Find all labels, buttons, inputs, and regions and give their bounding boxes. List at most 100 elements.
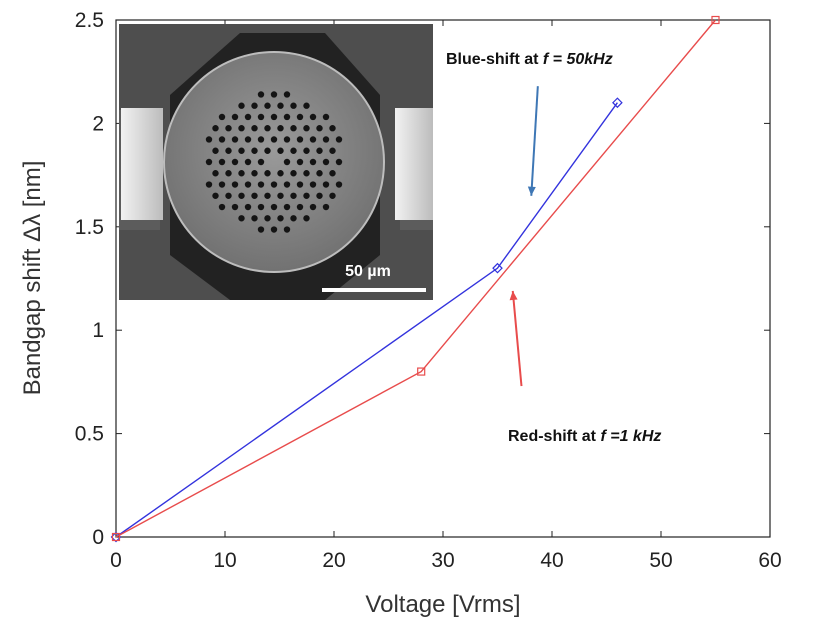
air-hole (231, 181, 239, 188)
air-hole (238, 215, 245, 222)
axes: 0 10 20 30 40 50 60 0 0.5 1 1.5 2 2.5 (75, 9, 782, 572)
air-hole (329, 147, 336, 154)
air-hole (283, 226, 291, 233)
air-hole (231, 203, 239, 211)
air-hole (322, 158, 330, 166)
annotation-arrowhead-0 (527, 186, 536, 196)
air-hole (309, 136, 317, 143)
air-hole (238, 192, 245, 199)
air-hole (218, 203, 226, 211)
air-hole (238, 170, 245, 177)
air-hole (270, 91, 278, 98)
air-hole (244, 113, 252, 121)
air-hole (264, 147, 271, 154)
blue-shift-annotation-prefix: Blue-shift at (446, 51, 543, 68)
air-hole (316, 125, 323, 132)
air-hole (277, 102, 284, 109)
air-hole (335, 181, 343, 188)
air-hole (225, 170, 232, 177)
scale-bar (322, 288, 426, 292)
air-hole (244, 203, 252, 211)
data-point-square (417, 367, 426, 376)
air-hole (283, 113, 291, 121)
air-hole (277, 170, 284, 177)
air-hole (205, 158, 213, 166)
air-hole (296, 181, 304, 188)
series-line-1 (115, 19, 717, 538)
air-hole (257, 113, 265, 121)
air-hole (251, 102, 258, 109)
air-hole (251, 215, 258, 222)
annotation-layer: Blue-shift at f = 50kHz Red-shift at f =… (446, 51, 661, 445)
air-hole (329, 125, 336, 132)
air-hole (264, 192, 271, 199)
air-hole (251, 125, 258, 132)
air-hole (244, 136, 252, 143)
y-tick-label: 1 (92, 319, 104, 342)
air-hole (290, 125, 297, 132)
annotation-arrowhead-1 (509, 290, 518, 301)
air-hole (335, 136, 343, 143)
air-hole (329, 170, 336, 177)
air-hole (296, 203, 304, 211)
x-tick-label: 60 (758, 549, 781, 572)
x-axis-label: Voltage [Vrms] (365, 591, 520, 618)
x-tick-label: 10 (213, 549, 236, 572)
air-hole (257, 136, 265, 143)
y-tick-label: 2.5 (75, 9, 104, 32)
air-hole (212, 147, 219, 154)
air-hole (238, 102, 245, 109)
air-hole (231, 158, 239, 166)
air-hole (322, 181, 330, 188)
blue-shift-annotation-var: f (543, 51, 550, 68)
data-point-diamond (492, 262, 503, 274)
photonic-crystal-disc (163, 51, 385, 273)
air-hole (231, 113, 239, 121)
scale-bar-label: 50 µm (345, 263, 391, 280)
air-hole (257, 91, 265, 98)
air-hole (218, 136, 226, 143)
air-hole (205, 136, 213, 143)
air-hole (290, 102, 297, 109)
air-hole (296, 136, 304, 143)
air-hole (316, 170, 323, 177)
air-hole (212, 125, 219, 132)
air-hole (218, 181, 226, 188)
air-hole (322, 113, 330, 121)
air-hole (264, 125, 271, 132)
air-hole (277, 192, 284, 199)
air-hole (290, 170, 297, 177)
air-hole (309, 158, 317, 166)
data-point-square (111, 532, 121, 542)
x-tick-label: 0 (110, 549, 122, 572)
air-hole (257, 203, 265, 211)
air-hole (316, 147, 323, 154)
annotation-arrow-0 (530, 86, 539, 196)
air-hole (290, 215, 297, 222)
air-hole (316, 192, 323, 199)
blue-shift-annotation-suffix: = 50kHz (548, 51, 612, 68)
air-hole (335, 158, 343, 166)
air-hole (283, 136, 291, 143)
air-hole (244, 181, 252, 188)
air-hole (322, 136, 330, 143)
air-hole (264, 170, 271, 177)
air-hole (257, 226, 265, 233)
air-hole (225, 192, 232, 199)
air-hole (212, 170, 219, 177)
air-hole (205, 181, 213, 188)
x-tick-label: 20 (322, 549, 345, 572)
blue-shift-annotation: Blue-shift at f = 50kHz (446, 51, 613, 68)
red-shift-annotation-var: f (600, 428, 607, 445)
air-hole (290, 147, 297, 154)
air-hole (277, 125, 284, 132)
x-tick-label: 30 (431, 549, 454, 572)
air-hole (225, 125, 232, 132)
air-hole (283, 158, 291, 166)
air-hole-lattice (205, 91, 343, 233)
air-hole (322, 203, 330, 211)
data-point-diamond (612, 97, 623, 109)
air-hole (270, 203, 278, 211)
air-hole (270, 136, 278, 143)
